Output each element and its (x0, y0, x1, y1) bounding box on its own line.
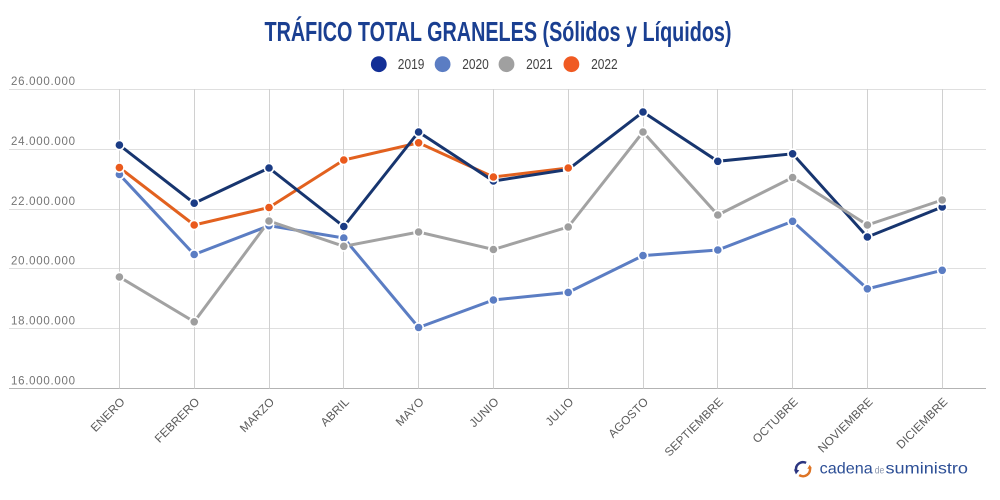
svg-text:26.000.000: 26.000.000 (11, 76, 75, 88)
svg-text:20.000.000: 20.000.000 (11, 256, 75, 268)
svg-text:18.000.000: 18.000.000 (11, 316, 75, 328)
svg-text:22.000.000: 22.000.000 (11, 196, 75, 208)
svg-text:TRÁFICO TOTAL GRANELES (Sólido: TRÁFICO TOTAL GRANELES (Sólidos y Líquid… (265, 16, 732, 47)
svg-text:suministro: suministro (886, 461, 969, 478)
svg-text:cadena: cadena (820, 461, 873, 478)
svg-text:de: de (875, 466, 885, 477)
svg-text:2019: 2019 (398, 57, 425, 73)
svg-text:24.000.000: 24.000.000 (11, 136, 75, 148)
svg-text:2021: 2021 (526, 57, 553, 73)
svg-text:2020: 2020 (462, 57, 489, 73)
svg-text:2022: 2022 (591, 57, 618, 73)
svg-text:16.000.000: 16.000.000 (11, 375, 75, 387)
